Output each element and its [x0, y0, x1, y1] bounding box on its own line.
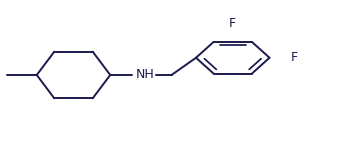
Text: F: F — [229, 17, 236, 30]
Text: F: F — [290, 51, 298, 64]
Text: NH: NH — [136, 69, 155, 81]
